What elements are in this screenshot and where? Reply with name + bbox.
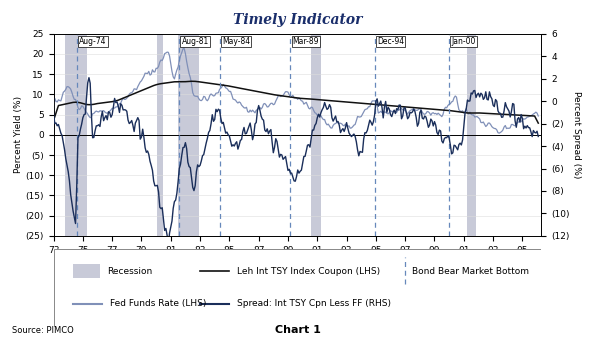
Bar — [157, 34, 164, 236]
Y-axis label: Percent Spread (%): Percent Spread (%) — [572, 91, 581, 179]
Text: Aug-74: Aug-74 — [79, 37, 107, 46]
Text: Chart 1: Chart 1 — [274, 325, 321, 335]
Text: Source: PIMCO: Source: PIMCO — [12, 326, 74, 335]
Text: Mar-89: Mar-89 — [293, 37, 319, 46]
Bar — [64, 34, 86, 236]
Text: Recession: Recession — [107, 267, 152, 276]
Text: Spread: Int TSY Cpn Less FF (RHS): Spread: Int TSY Cpn Less FF (RHS) — [237, 299, 390, 308]
Text: Aug-81: Aug-81 — [181, 37, 209, 46]
FancyBboxPatch shape — [54, 249, 541, 327]
Y-axis label: Percent Yield (%): Percent Yield (%) — [14, 96, 23, 173]
Text: Bond Bear Market Bottom: Bond Bear Market Bottom — [412, 267, 529, 276]
Bar — [178, 34, 199, 236]
Text: May-84: May-84 — [222, 37, 250, 46]
Text: Leh Int TSY Index Coupon (LHS): Leh Int TSY Index Coupon (LHS) — [237, 267, 380, 276]
Text: Fed Funds Rate (LHS): Fed Funds Rate (LHS) — [109, 299, 206, 308]
Bar — [468, 34, 476, 236]
Text: Timely Indicator: Timely Indicator — [233, 13, 362, 28]
Text: Dec-94: Dec-94 — [377, 37, 404, 46]
Bar — [311, 34, 321, 236]
Bar — [73, 264, 100, 278]
Text: Jan-00: Jan-00 — [452, 37, 476, 46]
